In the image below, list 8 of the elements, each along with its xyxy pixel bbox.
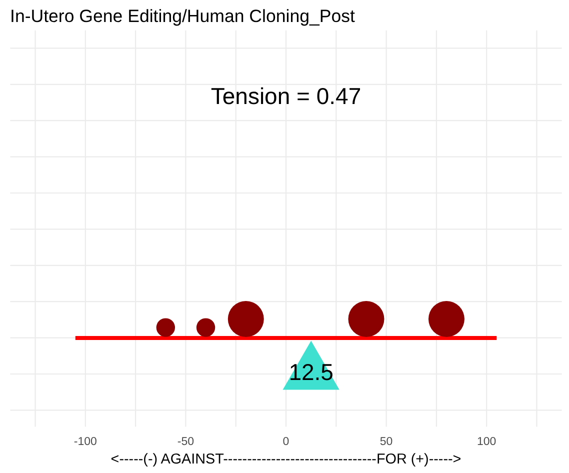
- x-tick-label: 100: [476, 436, 496, 448]
- chart-title: In-Utero Gene Editing/Human Cloning_Post: [10, 6, 356, 26]
- x-axis-title: <-----(-) AGAINST--------------------------------FOR (+)----->: [110, 452, 462, 468]
- x-tick-label: 50: [380, 436, 393, 448]
- x-tick-label: -100: [74, 436, 97, 448]
- x-tick-label: -50: [177, 436, 194, 448]
- text: Tension = 0.47: [210, 83, 362, 110]
- x-tick-label: 0: [282, 436, 290, 448]
